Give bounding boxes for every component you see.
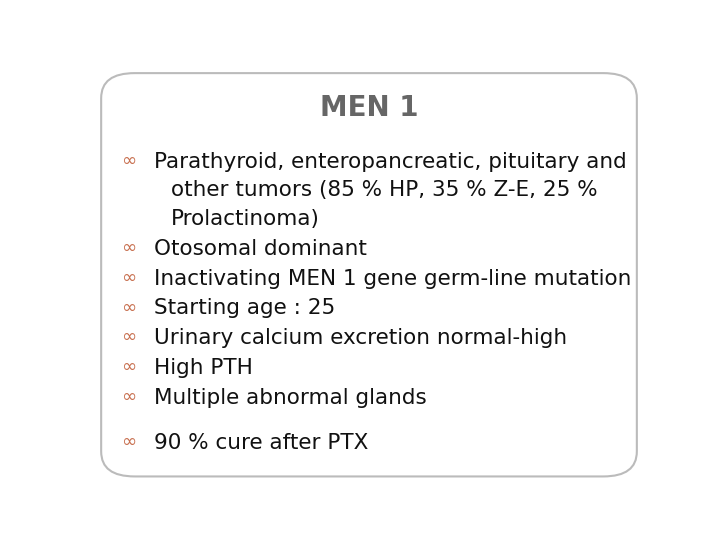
Text: ∞: ∞ (121, 433, 136, 451)
Text: ∞: ∞ (121, 239, 136, 256)
FancyBboxPatch shape (101, 73, 637, 476)
Text: Multiple abnormal glands: Multiple abnormal glands (154, 388, 427, 408)
Text: High PTH: High PTH (154, 359, 253, 379)
Text: ∞: ∞ (121, 359, 136, 376)
Text: ∞: ∞ (121, 388, 136, 406)
Text: Parathyroid, enteropancreatic, pituitary and: Parathyroid, enteropancreatic, pituitary… (154, 152, 627, 172)
Text: ∞: ∞ (121, 299, 136, 316)
Text: ∞: ∞ (121, 268, 136, 287)
Text: ∞: ∞ (121, 328, 136, 347)
Text: Inactivating MEN 1 gene germ-line mutation: Inactivating MEN 1 gene germ-line mutati… (154, 268, 631, 288)
Text: Prolactinoma): Prolactinoma) (171, 208, 320, 228)
Text: Starting age : 25: Starting age : 25 (154, 299, 336, 319)
Text: Urinary calcium excretion normal-high: Urinary calcium excretion normal-high (154, 328, 567, 348)
Text: ∞: ∞ (121, 152, 136, 170)
Text: 90 % cure after PTX: 90 % cure after PTX (154, 433, 369, 453)
Text: other tumors (85 % HP, 35 % Z-E, 25 %: other tumors (85 % HP, 35 % Z-E, 25 % (171, 180, 598, 200)
Text: Otosomal dominant: Otosomal dominant (154, 239, 367, 259)
Text: MEN 1: MEN 1 (320, 94, 418, 122)
